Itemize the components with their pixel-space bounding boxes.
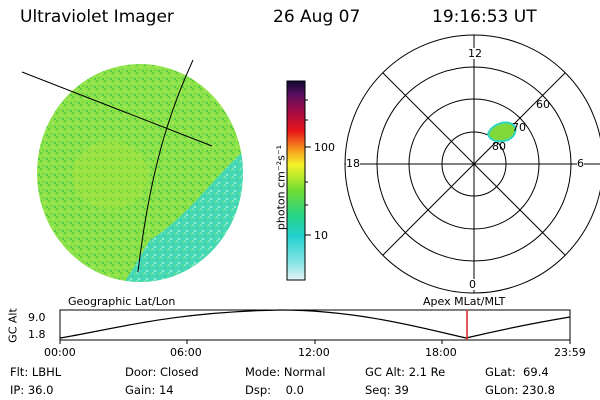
gc-alt-status: GC Alt: 2.1 Re [365,365,446,379]
header-date: 26 Aug 07 [273,7,361,27]
colorbar-unit-label: photon cm⁻²s⁻¹ [274,144,288,231]
mode-status: Mode: Normal [245,365,326,379]
altitude-trace [59,309,571,339]
strip-right-caption: Apex MLat/MLT [423,295,506,308]
color-scale-bar [286,80,311,281]
strip-xtick-0600: 06:00 [170,346,202,359]
polar-mlt-plot [344,34,600,294]
seq-status: Seq: 39 [365,383,409,397]
lat-label-80: 80 [492,140,506,153]
mlt-label-18: 18 [346,157,360,170]
glat-status: GLat: 69.4 [485,365,549,379]
lat-label-70: 70 [512,121,526,134]
strip-xtick-2359: 23:59 [554,346,586,359]
strip-xtick-1800: 18:00 [425,346,457,359]
mlt-label-12: 12 [468,47,482,60]
colorbar-tick-10: 10 [314,229,328,242]
geo-grid-lines [21,59,213,273]
strip-left-caption: Geographic Lat/Lon [68,295,176,308]
colorbar-tick-100: 100 [314,141,335,154]
uv-image-disk [37,64,243,282]
mlt-label-6: 6 [577,157,584,170]
altitude-strip-chart [59,309,571,344]
door-status: Door: Closed [125,365,199,379]
ip-status: IP: 36.0 [10,383,54,397]
dsp-status: Dsp: 0.0 [245,383,304,397]
header-time: 19:16:53 UT [432,7,537,27]
mlt-label-0: 0 [469,278,476,291]
strip-ytick-low: 1.8 [28,328,46,341]
auroral-spot [486,121,517,143]
strip-ytick-high: 9.0 [28,311,46,324]
instrument-title: Ultraviolet Imager [20,7,174,27]
strip-xtick-1200: 12:00 [298,346,330,359]
glon-status: GLon: 230.8 [485,383,555,397]
strip-ylabel: GC Alt [6,308,20,343]
lat-label-60: 60 [536,98,550,111]
filter-status: Flt: LBHL [10,365,62,379]
gain-status: Gain: 14 [125,383,174,397]
strip-xtick-0000: 00:00 [44,346,76,359]
